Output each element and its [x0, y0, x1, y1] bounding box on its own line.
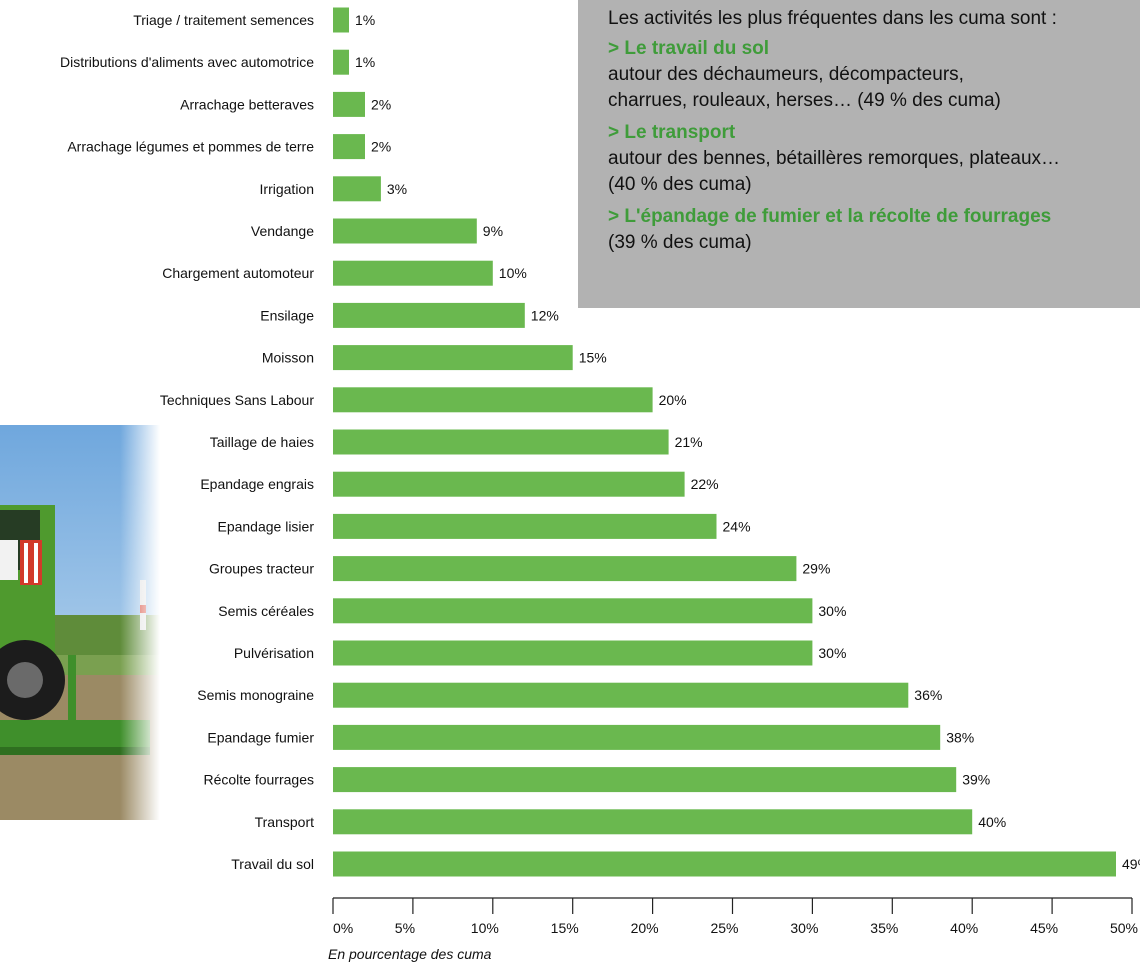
x-tick-label: 25%: [710, 920, 738, 936]
value-label: 12%: [531, 307, 559, 323]
info-line: charrues, rouleaux, herses… (49 % des cu…: [608, 90, 1001, 111]
x-axis-label: En pourcentage des cuma: [328, 946, 492, 962]
category-label: Récolte fourrages: [203, 772, 314, 788]
x-tick-label: 30%: [790, 920, 818, 936]
x-axis: 0% 5% 10% 15% 20% 25% 30% 35% 40% 45% 50%: [332, 897, 1138, 936]
category-label: Vendange: [251, 223, 314, 239]
category-label: Travail du sol: [231, 856, 314, 872]
category-label: Chargement automoteur: [162, 265, 314, 281]
info-line: autour des déchaumeurs, décompacteurs,: [608, 64, 964, 85]
category-label: Irrigation: [260, 181, 314, 197]
bar-8: [333, 345, 573, 371]
info-heading-travail-du-sol: > Le travail du sol: [608, 38, 770, 59]
value-labels: 1% 1% 2% 2% 3% 9% 10% 12% 15% 20% 21% 22% 24% 29% 30% 3…: [355, 12, 1140, 872]
bar-17: [333, 724, 941, 750]
value-label: 49%: [1122, 856, 1140, 872]
value-label: 10%: [499, 265, 527, 281]
category-label: Techniques Sans Labour: [160, 392, 314, 408]
value-label: 3%: [387, 181, 407, 197]
value-label: 21%: [675, 434, 703, 450]
x-tick-label: 15%: [551, 920, 579, 936]
bar-15: [333, 640, 813, 666]
value-label: 40%: [978, 814, 1006, 830]
value-label: 1%: [355, 12, 375, 28]
category-label: Arrachage betteraves: [180, 96, 314, 112]
category-label: Epandage lisier: [217, 518, 314, 534]
category-label: Groupes tracteur: [209, 561, 314, 577]
info-detail-epandage: (39 % des cuma): [608, 230, 1140, 256]
x-tick-label: 40%: [950, 920, 978, 936]
info-line: (39 % des cuma): [608, 232, 752, 253]
bar-4: [333, 176, 381, 202]
category-label: Ensilage: [260, 307, 314, 323]
bar-1: [333, 49, 349, 75]
category-label: Epandage fumier: [207, 729, 314, 745]
bar-6: [333, 260, 493, 286]
bar-5: [333, 218, 477, 244]
category-label: Taillage de haies: [210, 434, 314, 450]
bar-2: [333, 91, 365, 117]
value-label: 2%: [371, 139, 391, 155]
info-heading-transport: > Le transport: [608, 122, 736, 143]
x-tick-label: 10%: [471, 920, 499, 936]
bars-group: [333, 7, 1116, 877]
bar-3: [333, 134, 365, 160]
value-label: 20%: [659, 392, 687, 408]
x-tick-label: 20%: [631, 920, 659, 936]
category-label: Semis céréales: [218, 603, 314, 619]
info-line: (40 % des cuma): [608, 174, 752, 195]
category-labels: Triage / traitement semences Distribution…: [60, 12, 314, 872]
bar-9: [333, 387, 653, 413]
value-label: 1%: [355, 54, 375, 70]
x-tick-label: 50%: [1110, 920, 1138, 936]
category-label: Epandage engrais: [200, 476, 314, 492]
x-tick-label: 5%: [395, 920, 415, 936]
category-label: Arrachage légumes et pommes de terre: [67, 139, 314, 155]
value-label: 2%: [371, 96, 391, 112]
value-label: 39%: [962, 772, 990, 788]
value-label: 9%: [483, 223, 503, 239]
value-label: 38%: [946, 729, 974, 745]
info-box: Les activités les plus fréquentes dans l…: [578, 0, 1140, 308]
info-line: autour des bennes, bétaillères remorques…: [608, 148, 1061, 169]
info-detail-transport: autour des bennes, bétaillères remorques…: [608, 146, 1140, 198]
category-label: Triage / traitement semences: [133, 12, 314, 28]
bar-16: [333, 682, 909, 708]
info-intro: Les activités les plus fréquentes dans l…: [608, 8, 1057, 29]
bar-10: [333, 429, 669, 455]
category-label: Transport: [255, 814, 315, 830]
bar-19: [333, 809, 973, 835]
bar-0: [333, 7, 349, 33]
info-detail-travail-du-sol: autour des déchaumeurs, décompacteurs, c…: [608, 62, 1140, 114]
bar-7: [333, 302, 525, 328]
value-label: 22%: [691, 476, 719, 492]
category-label: Semis monograine: [197, 687, 314, 703]
value-label: 30%: [818, 603, 846, 619]
bar-13: [333, 556, 797, 582]
value-label: 36%: [914, 687, 942, 703]
bar-11: [333, 471, 685, 497]
value-label: 15%: [579, 350, 607, 366]
x-tick-label: 0%: [333, 920, 353, 936]
bar-20: [333, 851, 1116, 877]
harvester-photo: [0, 425, 160, 820]
category-label: Distributions d'aliments avec automotric…: [60, 54, 314, 70]
x-tick-label: 45%: [1030, 920, 1058, 936]
value-label: 24%: [723, 518, 751, 534]
info-heading-epandage: > L'épandage de fumier et la récolte de …: [608, 206, 1052, 227]
value-label: 30%: [818, 645, 846, 661]
category-label: Moisson: [262, 350, 314, 366]
x-tick-label: 35%: [870, 920, 898, 936]
bar-12: [333, 513, 717, 539]
bar-14: [333, 598, 813, 624]
value-label: 29%: [802, 561, 830, 577]
bar-18: [333, 767, 957, 793]
category-label: Pulvérisation: [234, 645, 314, 661]
